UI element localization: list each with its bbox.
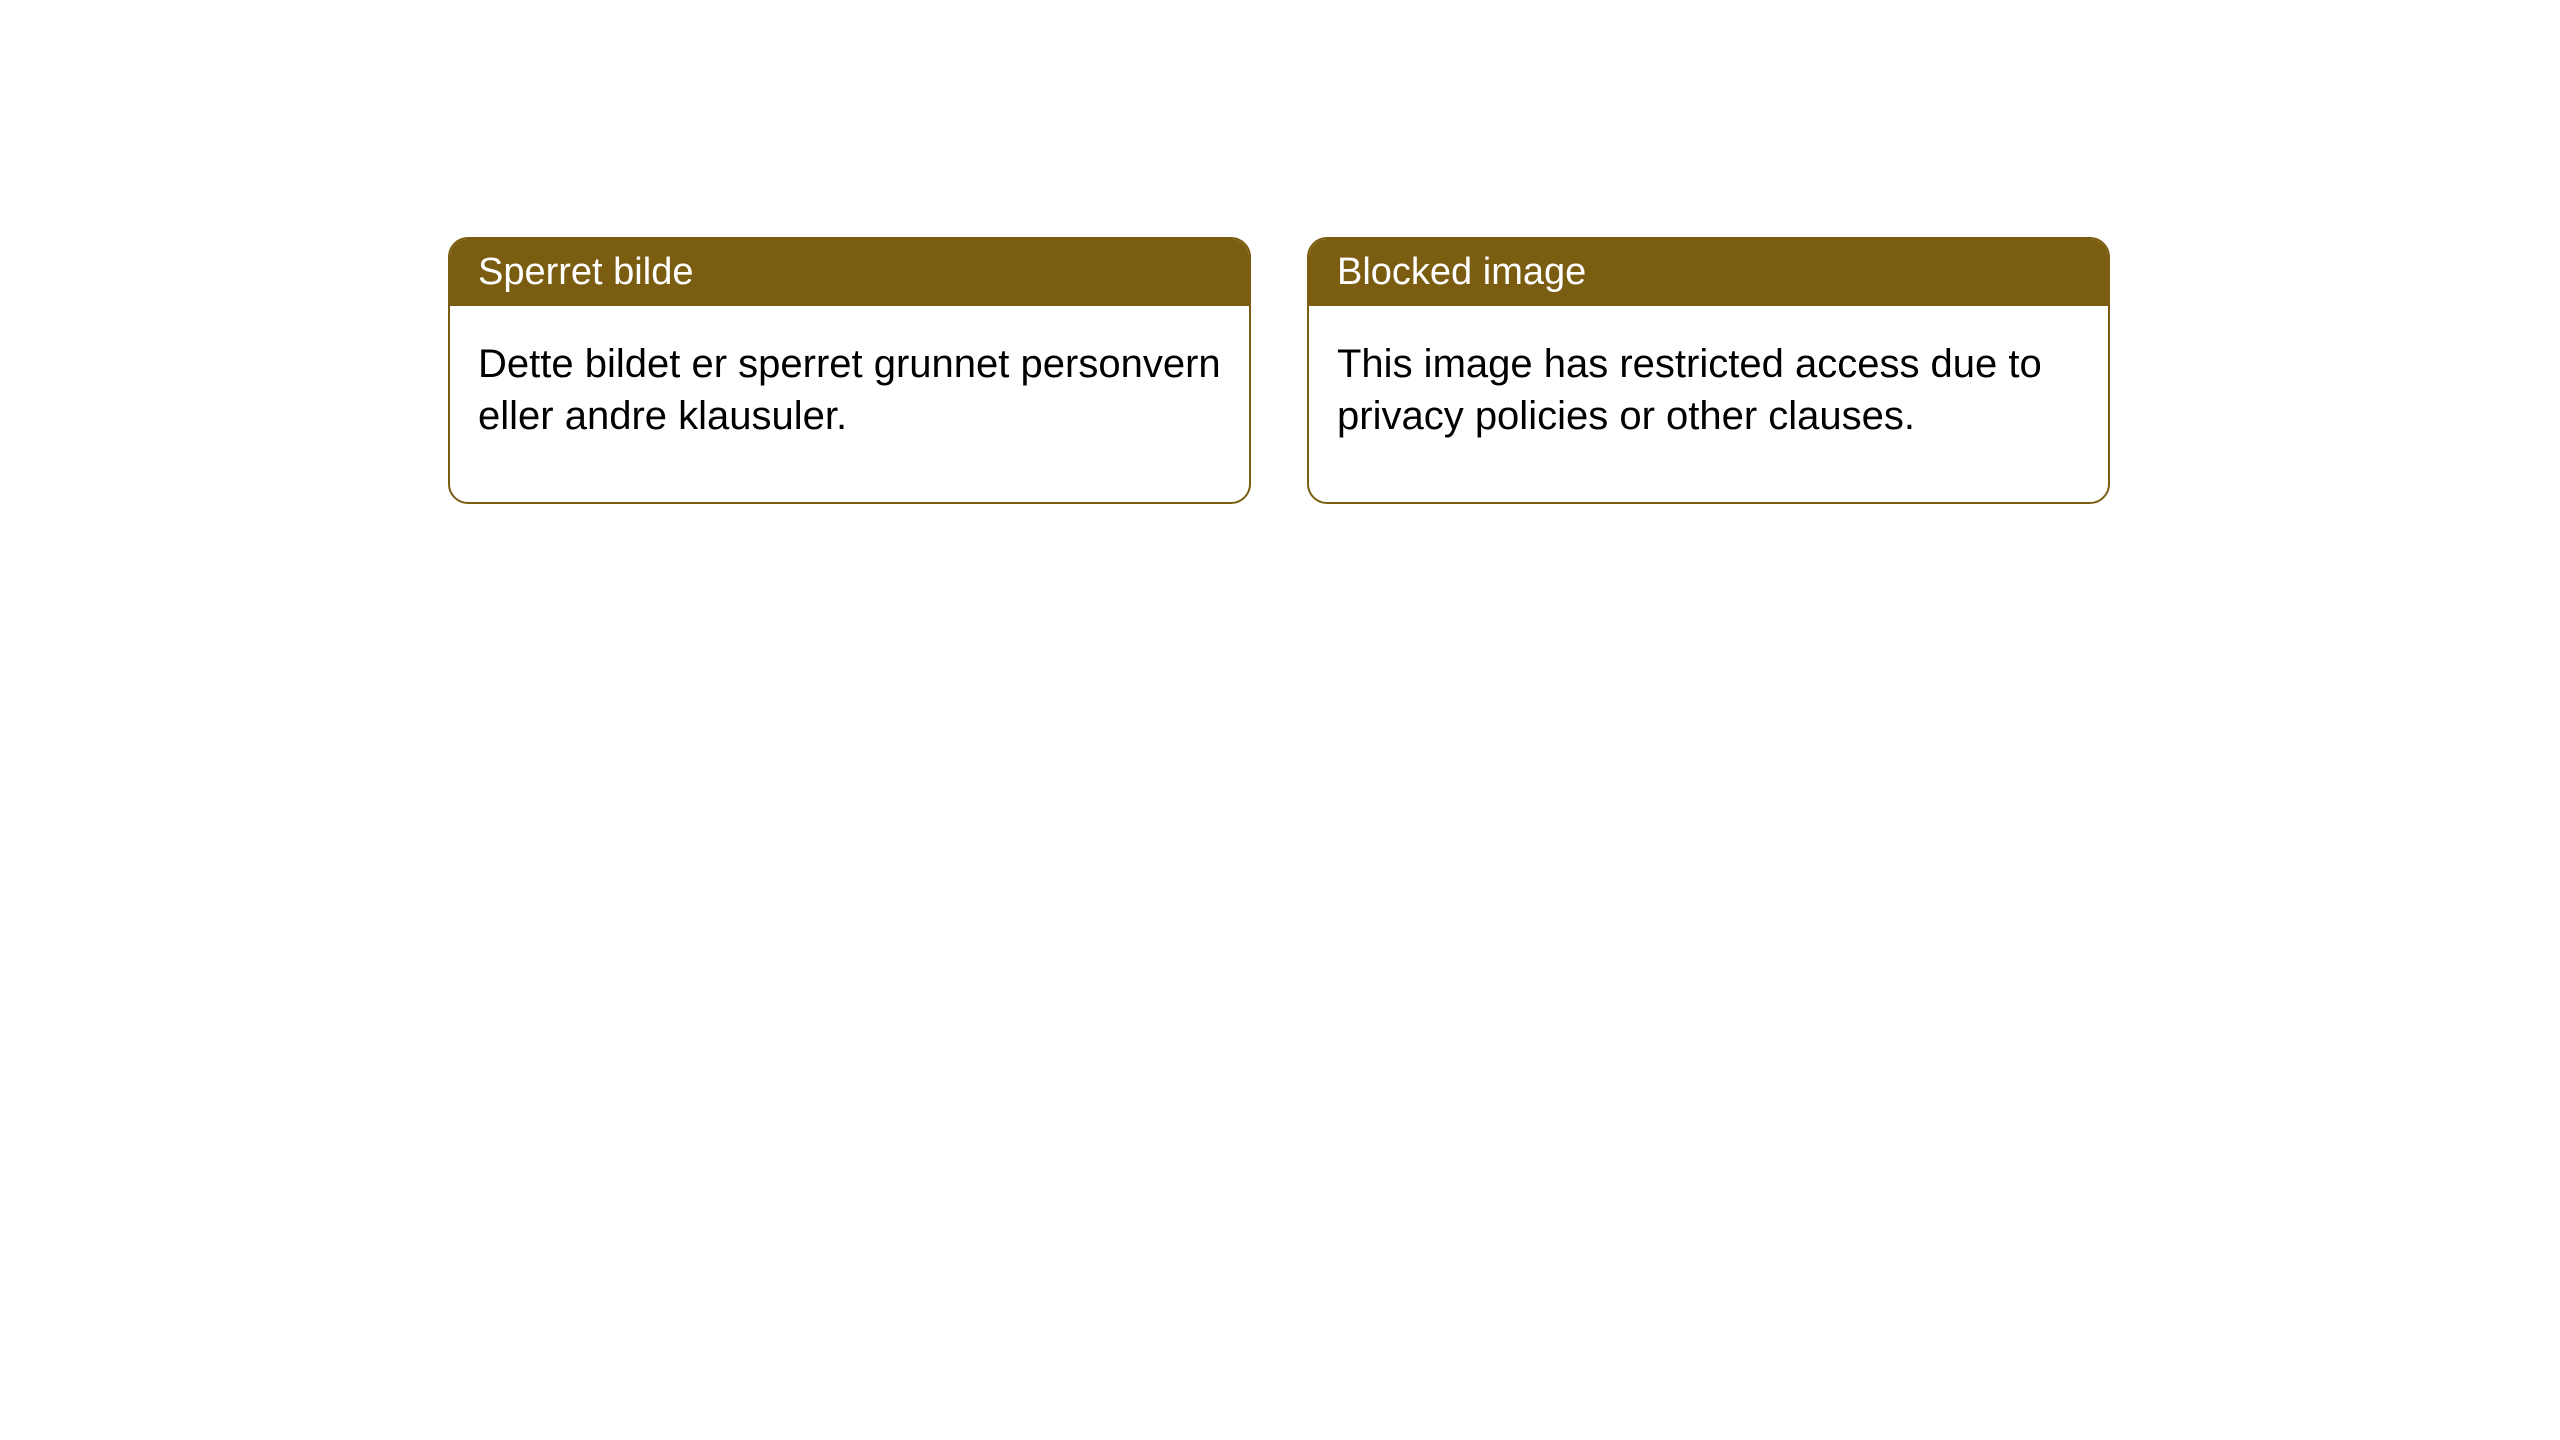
card-body-text: Dette bildet er sperret grunnet personve… xyxy=(478,342,1221,438)
card-container: Sperret bilde Dette bildet er sperret gr… xyxy=(0,0,2560,504)
card-body: This image has restricted access due to … xyxy=(1309,306,2108,502)
card-body-text: This image has restricted access due to … xyxy=(1337,342,2042,438)
card-header: Blocked image xyxy=(1309,239,2108,306)
card-title: Blocked image xyxy=(1337,251,1586,293)
blocked-image-card-no: Sperret bilde Dette bildet er sperret gr… xyxy=(448,237,1251,504)
card-body: Dette bildet er sperret grunnet personve… xyxy=(450,306,1249,502)
blocked-image-card-en: Blocked image This image has restricted … xyxy=(1307,237,2110,504)
card-header: Sperret bilde xyxy=(450,239,1249,306)
card-title: Sperret bilde xyxy=(478,251,693,293)
